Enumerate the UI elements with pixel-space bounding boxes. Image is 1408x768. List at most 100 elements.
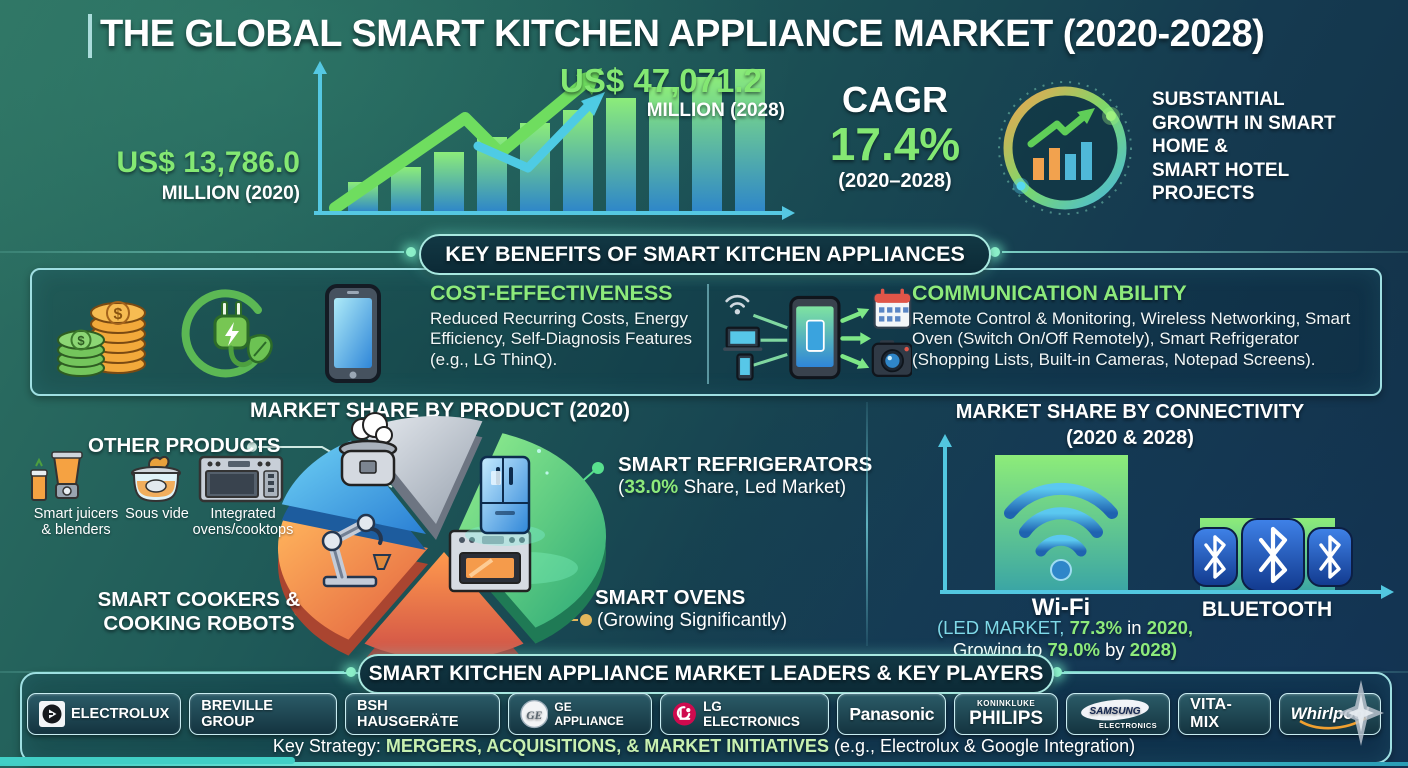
leaders-connector-left <box>0 671 344 673</box>
market-size-2020-value: US$ 13,786.0 <box>116 146 300 179</box>
benefits-panel <box>30 268 1382 396</box>
refrigerators-sub-open: ( <box>618 477 625 498</box>
logo-panasonic-text: Panasonic <box>849 703 935 724</box>
smartphone-icon <box>325 284 381 383</box>
benefit-cost-desc: Reduced Recurring Costs, Energy Efficien… <box>430 309 693 369</box>
pie-slice-ovens <box>364 552 524 657</box>
logo-breville-text: BREVILLE GROUP <box>201 698 273 730</box>
benefits-dot-right <box>990 247 1000 257</box>
logo-bsh: BSH HAUSGERÄTE <box>344 693 500 735</box>
wifi-icon <box>1004 482 1118 557</box>
logo-vitamix-text: VITA-MIX <box>1190 696 1233 731</box>
cagr-block: CAGR 17.4% (2020–2028) <box>815 80 975 194</box>
logo-panasonic: Panasonic <box>837 693 947 735</box>
logo-philips-text: PHILIPS <box>969 708 1044 729</box>
benefits-header: KEY BENEFITS OF SMART KITCHEN APPLIANCES <box>445 242 965 266</box>
benefits-connector-left <box>0 251 404 253</box>
logo-ge-text: GE APPLIANCE <box>554 700 624 728</box>
other-products-label: OTHER PRODUCTS <box>88 434 281 457</box>
logo-philips-sub: KONINKLUKE <box>976 699 1036 708</box>
microwave-icon <box>198 455 284 503</box>
wifi-caption-by: by <box>1099 638 1130 660</box>
small-phone-icon <box>736 353 754 381</box>
logo-bsh-text: BSH HAUSGERÄTE <box>356 698 459 730</box>
wifi-share-2028: 79.0% <box>1047 638 1100 660</box>
strategy-line: Key Strategy: MERGERS, ACQUISITIONS, & M… <box>0 736 1408 757</box>
refrigerators-sub-rest: Share, Led Market) <box>678 477 847 498</box>
wifi-mini-icon <box>725 294 750 308</box>
energy-plug-leaf-icon <box>181 289 273 378</box>
refrigerators-sub: (33.0% Share, Led Market) <box>618 477 846 499</box>
device-sync-icon <box>723 288 912 381</box>
sous-vide-pot-icon <box>131 455 181 503</box>
logo-samsung: SAMSUNG ELECTRONICS <box>1066 693 1171 735</box>
coin-dollar-glyph: $ <box>114 306 123 323</box>
connectivity-chart <box>938 434 1394 599</box>
ovens-sub: (Growing Significantly) <box>597 610 788 631</box>
main-phone-icon <box>789 295 841 380</box>
camera-icon <box>871 340 912 377</box>
strategy-prefix: Key Strategy: <box>272 736 386 756</box>
laptop-icon <box>723 326 763 351</box>
pressure-cooker-icon <box>338 412 398 487</box>
bluetooth-label: BLUETOOTH <box>1201 598 1333 621</box>
pie-slice-blue-other <box>281 440 426 550</box>
section-divider <box>866 402 868 646</box>
refrigerators-label: SMART REFRIGERATORS <box>618 453 873 476</box>
logo-lg: LG ELECTRONICS <box>660 693 830 735</box>
leaders-dot-right <box>1052 667 1062 677</box>
leaders-connector-right <box>1064 671 1408 673</box>
leaders-header-pill: SMART KITCHEN APPLIANCE MARKET LEADERS &… <box>358 654 1054 694</box>
product-share-title: MARKET SHARE BY PRODUCT (2020) <box>250 399 630 422</box>
logo-samsung-text: SAMSUNG <box>1090 706 1141 717</box>
benefit-comm-desc: Remote Control & Monitoring, Wireless Ne… <box>912 309 1351 369</box>
wifi-caption-in: in <box>1122 617 1147 638</box>
wifi-label: Wi-Fi <box>1031 594 1091 621</box>
refrigerators-dot <box>592 462 604 474</box>
page-title: THE GLOBAL SMART KITCHEN APPLIANCE MARKE… <box>100 13 1265 55</box>
title-accent-bar <box>88 14 92 58</box>
logo-row: ELECTROLUX BREVILLE GROUP BSH HAUSGERÄTE… <box>27 693 1381 735</box>
bottom-accent-line <box>0 762 1408 766</box>
lg-mark-icon <box>673 702 697 726</box>
pie-3d-icon <box>247 412 607 657</box>
cookers-label: SMART COOKERS & COOKING ROBOTS <box>97 588 301 635</box>
ge-monogram-text: GE <box>526 710 542 722</box>
logo-ge: GE GE APPLIANCE <box>507 693 653 735</box>
blender-icon <box>30 451 83 501</box>
samsung-oval-icon: SAMSUNG <box>1081 699 1149 720</box>
logo-electrolux: ELECTROLUX <box>27 693 182 735</box>
fridge-icon <box>465 449 549 546</box>
logo-vitamix: VITA-MIX <box>1178 693 1271 735</box>
other-item-integrated: Integrated ovens/cooktops <box>192 506 294 538</box>
growth-arrow-icon <box>329 68 605 214</box>
wifi-year-2028: 2028) <box>1129 638 1178 660</box>
benefits-header-pill: KEY BENEFITS OF SMART KITCHEN APPLIANCES <box>419 234 991 275</box>
logo-electrolux-text: ELECTROLUX <box>71 706 170 722</box>
logo-lg-text: LG ELECTRONICS <box>703 699 800 729</box>
chart-axes <box>314 70 784 215</box>
benefit-cost-title: COST-EFFECTIVENESS <box>430 281 673 305</box>
strategy-highlight: MERGERS, ACQUISITIONS, & MARKET INITIATI… <box>385 736 834 756</box>
benefits-connector-right <box>1002 251 1408 253</box>
wifi-share-2020: 77.3% <box>1069 617 1123 638</box>
coins-icon: $ $ <box>57 301 146 377</box>
refrigerators-share-pct: 33.0% <box>624 477 679 498</box>
cagr-value: 17.4% <box>829 118 961 170</box>
circular-growth-badge-icon <box>998 81 1132 215</box>
bluetooth-icon <box>1192 518 1353 592</box>
wifi-caption-led: (LED MARKET, <box>936 617 1070 638</box>
cagr-label: CAGR <box>842 79 948 120</box>
benefit-cost-block: COST-EFFECTIVENESS Reduced Recurring Cos… <box>430 281 705 370</box>
bar-chart-axis-icon <box>313 61 795 220</box>
benefit-comm-title: COMMUNICATION ABILITY <box>912 281 1187 305</box>
calendar-icon <box>873 288 912 329</box>
electrolux-mark-icon <box>39 701 65 727</box>
market-size-2020-unit: MILLION (2020) <box>161 183 300 204</box>
connectivity-axes <box>940 443 1384 594</box>
other-item-sousvide: Sous vide <box>125 506 189 522</box>
wifi-year-2020: 2020, <box>1146 617 1194 638</box>
ovens-dot <box>580 614 592 626</box>
benefit-comm-block: COMMUNICATION ABILITY Remote Control & M… <box>912 281 1378 370</box>
